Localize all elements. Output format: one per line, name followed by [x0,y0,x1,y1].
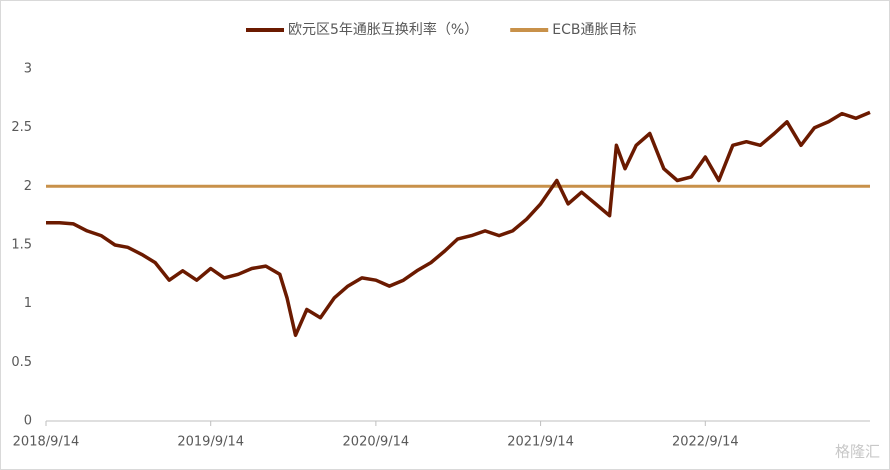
legend-label: ECB通胀目标 [552,22,636,38]
y-tick-label: 2 [24,179,32,194]
y-tick-label: 3 [24,62,32,77]
x-tick-label: 2022/9/14 [672,435,739,450]
legend-label: 欧元区5年通胀互换利率（%） [288,21,478,38]
y-tick-label: 0.5 [11,355,32,370]
series-line [46,110,871,338]
watermark: 格隆汇 [835,443,880,461]
y-tick-label: 2.5 [11,120,32,135]
x-tick-label: 2020/9/14 [343,435,410,450]
y-tick-label: 1 [24,296,32,311]
y-tick-label: 1.5 [11,238,32,253]
x-tick-label: 2018/9/14 [13,435,80,450]
x-tick-label: 2019/9/14 [177,435,244,450]
x-tick-label: 2021/9/14 [507,435,574,450]
y-tick-label: 0 [24,414,32,429]
